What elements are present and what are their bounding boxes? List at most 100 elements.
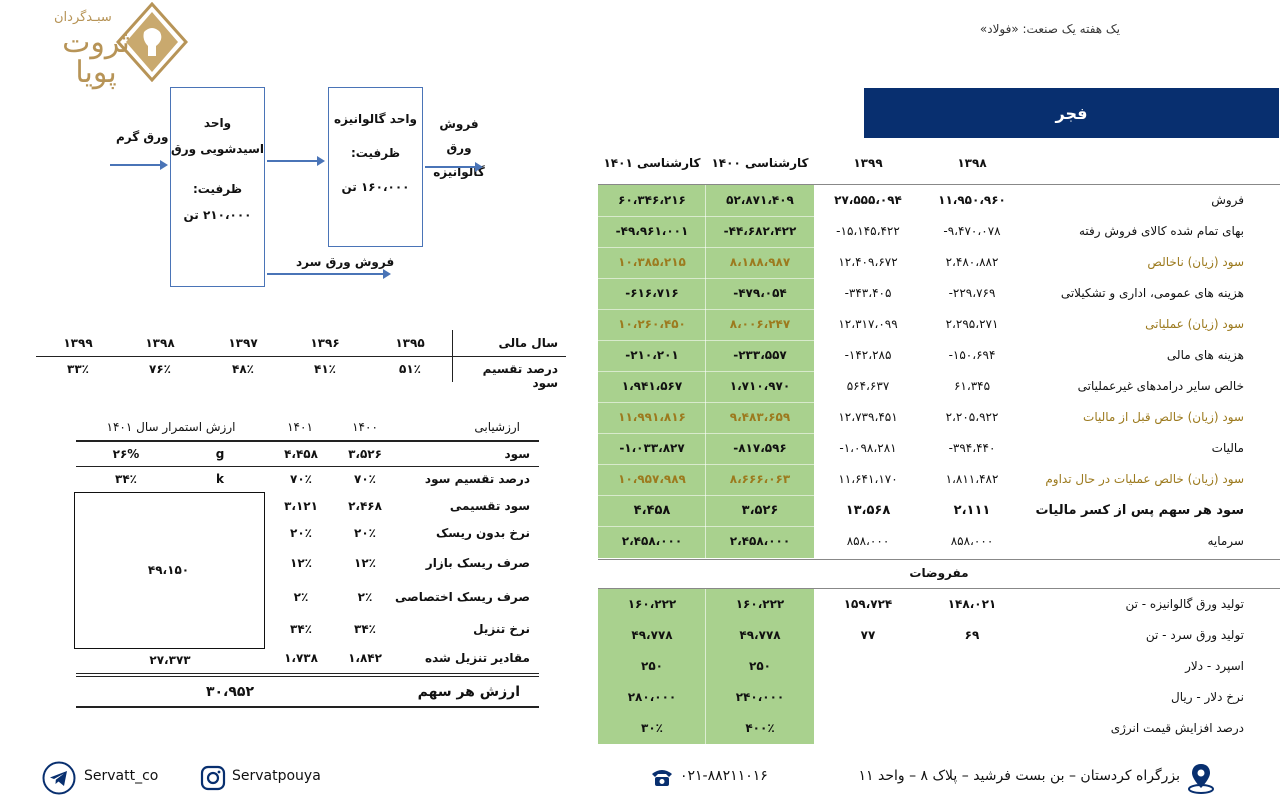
year-cell: ۱۳۹۷ bbox=[228, 336, 258, 350]
financial-row: ۱۰،۹۵۷،۹۸۹ ۸،۶۶۶،۰۶۳ ۱۱،۶۴۱،۱۷۰ ۱،۸۱۱،۴۸۲ سو… bbox=[598, 464, 1280, 495]
financial-value-cell: ۲،۴۵۸،۰۰۰ bbox=[729, 534, 791, 548]
unit2-title: واحد گالوانیزه bbox=[334, 112, 417, 126]
financial-value-cell: ۲،۱۱۱ bbox=[953, 503, 991, 518]
financial-row-label: بهای تمام شده کالای فروش رفته bbox=[1079, 224, 1244, 238]
instagram-icon[interactable] bbox=[200, 765, 226, 791]
financial-value-cell: ۲،۲۹۵،۲۷۱ bbox=[945, 317, 999, 331]
financial-value-cell: ۹،۴۸۳،۶۵۹ bbox=[729, 410, 791, 424]
financial-row: -۱،۰۳۳،۸۲۷ -۸۱۷،۵۹۶ -۱،۰۹۸،۲۸۱ -۳۹۴،۴۴۰ مالی… bbox=[598, 433, 1280, 464]
input-label: ورق گرم bbox=[116, 130, 169, 144]
divider bbox=[76, 466, 539, 467]
financial-value-cell: ۱۰،۳۸۵،۲۱۵ bbox=[618, 255, 686, 269]
payout-cell: ۴۱٪ bbox=[314, 362, 336, 376]
divider bbox=[598, 495, 1280, 496]
financial-value-cell: ۸،۱۸۸،۹۸۷ bbox=[729, 255, 791, 269]
assumption-row-label: اسپرد - دلار bbox=[1185, 659, 1244, 673]
financial-value-cell: ۱۰،۹۵۷،۹۸۹ bbox=[618, 472, 686, 486]
financial-value-cell: ۱۰،۲۶۰،۴۵۰ bbox=[618, 317, 686, 331]
financial-value-cell: -۲۳۳،۵۵۷ bbox=[733, 348, 787, 362]
connector-arrow bbox=[267, 160, 319, 162]
phone-number[interactable]: ۰۲۱-۸۸۲۱۱۰۱۶ bbox=[680, 768, 768, 784]
divider bbox=[598, 184, 1280, 185]
share-value: ۳۰،۹۵۲ bbox=[205, 684, 255, 700]
assumption-value-cell: ۱۶۰،۲۲۲ bbox=[627, 597, 677, 611]
divider bbox=[598, 278, 1280, 279]
arrow-head-icon bbox=[475, 162, 483, 172]
arrow-head-icon bbox=[317, 156, 325, 166]
financial-row-label: هزینه های مالی bbox=[1166, 348, 1244, 362]
out1-line1: فروش ورق bbox=[439, 117, 479, 155]
financial-value-cell: -۴۹،۹۶۱،۰۰۱ bbox=[615, 224, 689, 238]
output-galvanized: فروش ورق گالوانیزه bbox=[428, 112, 490, 184]
assumption-row: ۴۹،۷۷۸ ۴۹،۷۷۸ ۷۷ ۶۹ تولید ورق سرد - تن bbox=[598, 620, 1280, 651]
financial-row: -۴۹،۹۶۱،۰۰۱ -۴۴،۶۸۲،۴۲۲ -۱۵،۱۴۵،۴۲۲ -۹،۴۷۰،… bbox=[598, 216, 1280, 247]
company-banner: فجر bbox=[864, 88, 1279, 138]
valuation-1400-cell: ۲،۴۶۸ bbox=[348, 499, 382, 513]
financial-value-cell: ۲۷،۵۵۵،۰۹۴ bbox=[834, 193, 902, 207]
instagram-handle[interactable]: Servatpouya bbox=[232, 768, 321, 784]
divider bbox=[76, 440, 539, 442]
company-logo: سبـدگردان ثروت پویا bbox=[24, 2, 194, 88]
valuation-1400-cell: ۳۴٪ bbox=[354, 622, 376, 636]
divider bbox=[598, 559, 1280, 560]
arrow-head-icon bbox=[160, 160, 168, 170]
financial-row-label: هزینه های عمومی، اداری و تشکیلاتی bbox=[1060, 286, 1244, 300]
financial-value-cell: ۱۲،۴۰۹،۶۷۲ bbox=[838, 255, 898, 269]
output-cold: فروش ورق سرد bbox=[296, 255, 395, 269]
valuation-1400-cell: ۷۰٪ bbox=[354, 472, 376, 486]
assumption-row: ۱۶۰،۲۲۲ ۱۶۰،۲۲۲ ۱۵۹،۷۲۴ ۱۴۸،۰۲۱ تولید ورق گا… bbox=[598, 589, 1280, 620]
valuation-row-label: سود تقسیمی bbox=[449, 499, 530, 513]
divider bbox=[598, 433, 1280, 434]
telegram-handle[interactable]: Servatt_co bbox=[84, 768, 159, 784]
valuation-row-label: درصد تقسیم سود bbox=[424, 472, 530, 486]
valuation-header: ارزشیابی bbox=[474, 420, 520, 434]
terminal-value-box bbox=[74, 492, 265, 649]
financial-value-cell: -۴۴،۶۸۲،۴۲۲ bbox=[723, 224, 797, 238]
assumption-value-cell: ۶۹ bbox=[964, 628, 980, 642]
payout-label: درصد تقسیم سود bbox=[482, 362, 558, 390]
discounted-terminal: ۲۷،۳۷۳ bbox=[149, 653, 191, 667]
valuation-row-label: مقادیر تنزیل شده bbox=[425, 651, 530, 665]
financial-value-cell: ۱۱،۹۹۱،۸۱۶ bbox=[618, 410, 686, 424]
financial-row-label: مالیات bbox=[1211, 441, 1244, 455]
year-cell: ۱۳۹۸ bbox=[145, 336, 175, 350]
financial-row: ۶۰،۳۴۶،۲۱۶ ۵۲،۸۷۱،۴۰۹ ۲۷،۵۵۵،۰۹۴ ۱۱،۹۵۰،۹۶۰… bbox=[598, 185, 1280, 216]
share-value-label: ارزش هر سهم bbox=[417, 684, 520, 700]
valuation-row-label: صرف ریسک بازار bbox=[425, 556, 530, 570]
location-pin-icon bbox=[1188, 764, 1214, 794]
financial-value-cell: -۱۴۲،۲۸۵ bbox=[844, 348, 892, 362]
assumption-row-label: تولید ورق گالوانیزه - تن bbox=[1125, 597, 1244, 611]
valuation-row-label: صرف ریسک اختصاصی bbox=[395, 590, 530, 604]
financial-row-label: فروش bbox=[1211, 193, 1244, 207]
financial-value-cell: -۱،۰۳۳،۸۲۷ bbox=[619, 441, 685, 455]
assumption-row: ۳۰٪ ۴۰۰٪ درصد افزایش قیمت انرژی bbox=[598, 713, 1280, 744]
assumption-value-cell: ۱۵۹،۷۲۴ bbox=[843, 597, 893, 611]
financial-row: ۴،۴۵۸ ۳،۵۲۶ ۱۳،۵۶۸ ۲،۱۱۱ سود هر سهم پس از کس… bbox=[598, 495, 1280, 526]
divider bbox=[598, 464, 1280, 465]
financial-value-cell: ۸۵۸،۰۰۰ bbox=[950, 534, 994, 548]
financial-value-cell: ۱۱،۶۴۱،۱۷۰ bbox=[838, 472, 898, 486]
financial-value-cell: ۱۱،۹۵۰،۹۶۰ bbox=[938, 193, 1006, 207]
valuation-1401-cell: ۲۰٪ bbox=[290, 526, 312, 540]
financial-value-cell: -۶۱۶،۷۱۶ bbox=[625, 286, 679, 300]
financial-value-cell: -۴۷۹،۰۵۴ bbox=[733, 286, 787, 300]
out1-line2: گالوانیزه bbox=[433, 165, 485, 179]
logo-title: ثروت پویا bbox=[62, 25, 130, 90]
financial-value-cell: ۸،۶۶۶،۰۶۳ bbox=[729, 472, 791, 486]
financial-value-cell: ۱،۸۱۱،۴۸۲ bbox=[945, 472, 999, 486]
logo-diamond-icon bbox=[116, 2, 188, 82]
col-1400-header: ۱۴۰۰ bbox=[352, 420, 378, 434]
financial-value-cell: ۶۱،۳۴۵ bbox=[953, 379, 991, 393]
payout-cell: ۵۱٪ bbox=[399, 362, 421, 376]
page-title: یک هفته یک صنعت: «فولاد» bbox=[979, 22, 1120, 36]
financial-value-cell: ۱۲،۳۱۷،۰۹۹ bbox=[838, 317, 898, 331]
financial-value-cell: ۵۶۴،۶۳۷ bbox=[846, 379, 890, 393]
financial-row-label: سود (زیان) ناخالص bbox=[1147, 255, 1244, 269]
telegram-icon[interactable] bbox=[42, 761, 76, 795]
divider bbox=[598, 371, 1280, 372]
assumption-row-label: نرخ دلار - ریال bbox=[1171, 690, 1244, 704]
forecast-highlight bbox=[598, 589, 814, 744]
financial-value-cell: -۸۱۷،۵۹۶ bbox=[733, 441, 787, 455]
unit-galvanize: واحد گالوانیزه ظرفیت: ۱۶۰،۰۰۰ تن bbox=[328, 87, 423, 247]
financial-value-cell: -۹،۴۷۰،۰۷۸ bbox=[943, 224, 1001, 238]
